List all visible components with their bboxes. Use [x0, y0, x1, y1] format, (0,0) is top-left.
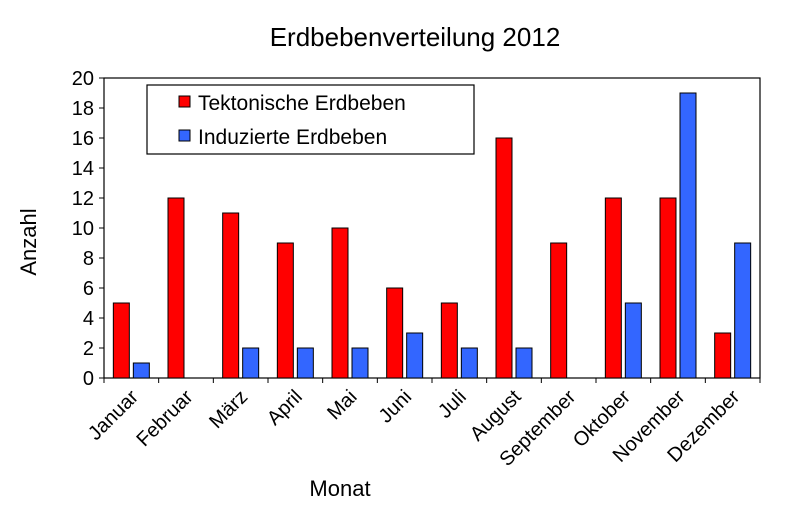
y-tick-label: 16 — [72, 128, 94, 150]
x-axis-label: Monat — [309, 476, 370, 501]
legend-label-tektonisch: Tektonische Erdbeben — [198, 92, 406, 115]
legend: Tektonische Erdbeben Induzierte Erdbeben — [146, 84, 475, 155]
chart-title: Erdbebenverteilung 2012 — [270, 22, 561, 52]
y-tick-label: 0 — [83, 368, 94, 390]
bar-tektonisch-10 — [659, 197, 677, 379]
bar-induziert-9 — [624, 302, 642, 379]
x-category-label: Februar — [132, 386, 197, 451]
x-category-label: Juni — [375, 386, 417, 428]
x-category-label: März — [205, 386, 252, 433]
bar-induziert-10 — [679, 92, 697, 379]
bar-tektonisch-2 — [222, 212, 240, 379]
bar-tektonisch-9 — [604, 197, 622, 379]
bar-tektonisch-5 — [386, 287, 404, 379]
y-tick-label: 4 — [83, 308, 94, 330]
bar-tektonisch-11 — [714, 332, 732, 379]
legend-swatch-induziert — [178, 129, 191, 142]
bar-induziert-11 — [734, 242, 752, 379]
bar-induziert-0 — [132, 362, 150, 379]
x-category-label: Juli — [434, 386, 471, 423]
x-category-label: Mai — [323, 386, 361, 424]
legend-box — [146, 84, 475, 155]
bar-induziert-3 — [296, 347, 314, 379]
legend-label-induziert: Induzierte Erdbeben — [198, 126, 387, 149]
x-category-label: April — [263, 386, 307, 430]
bar-tektonisch-3 — [276, 242, 294, 379]
y-axis-ticks: 0 2 4 6 8 10 12 14 16 18 20 — [72, 68, 104, 390]
bar-induziert-4 — [351, 347, 369, 379]
bars-group — [112, 92, 752, 379]
bar-tektonisch-8 — [550, 242, 568, 379]
y-tick-label: 18 — [72, 98, 94, 120]
bar-induziert-2 — [242, 347, 260, 379]
bar-tektonisch-1 — [167, 197, 185, 379]
y-axis-label: Anzahl — [16, 208, 41, 275]
bar-tektonisch-4 — [331, 227, 349, 379]
y-tick-label: 8 — [83, 248, 94, 270]
bar-tektonisch-0 — [112, 302, 130, 379]
bar-induziert-6 — [460, 347, 478, 379]
bar-tektonisch-6 — [440, 302, 458, 379]
y-tick-label: 6 — [83, 278, 94, 300]
bar-induziert-7 — [515, 347, 533, 379]
y-tick-label: 2 — [83, 338, 94, 360]
y-tick-label: 14 — [72, 158, 94, 180]
y-tick-label: 12 — [72, 188, 94, 210]
bar-induziert-5 — [406, 332, 424, 379]
y-tick-label: 20 — [72, 68, 94, 90]
bar-tektonisch-7 — [495, 137, 513, 379]
legend-swatch-tektonisch — [178, 95, 191, 108]
y-tick-label: 10 — [72, 218, 94, 240]
